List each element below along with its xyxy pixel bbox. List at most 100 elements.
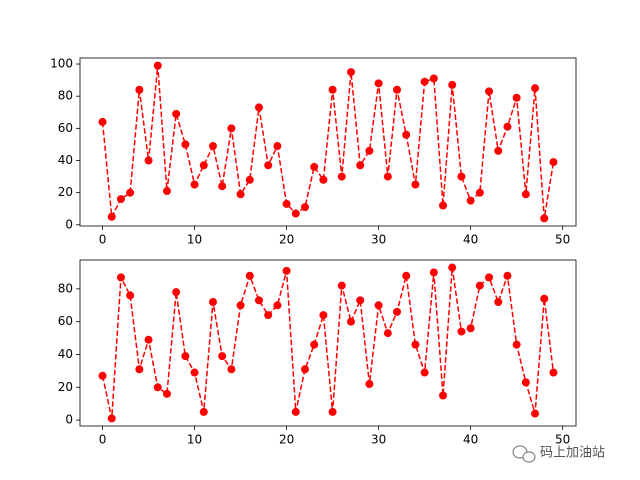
data-point <box>273 301 282 310</box>
data-point <box>227 124 236 133</box>
data-point <box>521 190 530 199</box>
data-point <box>227 365 236 374</box>
data-point <box>236 301 245 310</box>
data-point <box>328 407 337 416</box>
data-point <box>218 352 227 361</box>
data-point <box>411 180 420 189</box>
data-point <box>337 281 346 290</box>
data-point <box>531 84 540 93</box>
y-tick-label: 40 <box>58 347 73 361</box>
data-point <box>374 301 383 310</box>
data-point <box>466 196 475 205</box>
data-point <box>457 327 466 336</box>
data-point <box>402 130 411 139</box>
data-point <box>107 414 116 423</box>
x-tick-label: 10 <box>187 433 202 447</box>
x-tick-label: 30 <box>371 233 386 247</box>
data-point <box>466 324 475 333</box>
data-point <box>531 409 540 418</box>
data-point <box>356 296 365 305</box>
data-point <box>116 273 125 282</box>
data-point <box>549 158 558 167</box>
data-point <box>208 142 217 151</box>
data-point <box>116 195 125 204</box>
data-point <box>420 368 429 377</box>
data-point <box>162 187 171 196</box>
data-point <box>429 74 438 83</box>
data-point <box>365 380 374 389</box>
data-point <box>374 79 383 88</box>
data-point <box>494 297 503 306</box>
data-point <box>540 214 549 223</box>
data-point <box>126 188 135 197</box>
y-tick-label: 60 <box>58 121 73 135</box>
watermark-icon <box>512 445 536 463</box>
data-point <box>208 297 217 306</box>
data-point <box>282 266 291 275</box>
data-point <box>439 391 448 400</box>
data-point <box>503 122 512 131</box>
data-point <box>328 85 337 94</box>
data-point <box>448 263 457 272</box>
x-tick-label: 50 <box>555 233 570 247</box>
data-point <box>291 407 300 416</box>
data-point <box>190 368 199 377</box>
data-point <box>98 371 107 380</box>
data-point <box>181 352 190 361</box>
data-point <box>107 212 116 221</box>
data-line <box>101 267 555 419</box>
x-tick-label: 40 <box>463 433 478 447</box>
data-point <box>172 109 181 118</box>
data-point <box>383 172 392 181</box>
y-tick-label: 60 <box>58 314 73 328</box>
y-tick-label: 0 <box>65 217 73 231</box>
data-point <box>402 271 411 280</box>
y-tick-label: 80 <box>58 89 73 103</box>
data-point <box>291 209 300 218</box>
data-point <box>356 161 365 170</box>
data-point <box>347 68 356 77</box>
data-point <box>172 288 181 297</box>
x-tick-label: 30 <box>371 433 386 447</box>
y-tick-label: 0 <box>65 413 73 427</box>
data-point <box>347 317 356 326</box>
data-point <box>503 271 512 280</box>
data-point <box>162 389 171 398</box>
data-point <box>549 368 558 377</box>
data-point <box>411 340 420 349</box>
data-point <box>236 190 245 199</box>
data-point <box>135 85 144 94</box>
data-point <box>199 407 208 416</box>
y-tick-label: 20 <box>58 380 73 394</box>
data-point <box>144 156 153 165</box>
data-point <box>310 340 319 349</box>
data-point <box>494 146 503 155</box>
data-point <box>429 268 438 277</box>
data-point <box>521 378 530 387</box>
data-point <box>365 146 374 155</box>
axes-frame <box>79 57 577 227</box>
data-point <box>153 61 162 70</box>
data-point <box>310 162 319 171</box>
data-point <box>273 142 282 151</box>
y-tick-label: 40 <box>58 153 73 167</box>
data-point <box>300 203 309 212</box>
data-point <box>485 273 494 282</box>
data-point <box>264 311 273 320</box>
y-tick-label: 20 <box>58 185 73 199</box>
x-tick-label: 0 <box>99 233 107 247</box>
data-point <box>475 188 484 197</box>
data-point <box>254 103 263 112</box>
data-point <box>383 329 392 338</box>
data-point <box>439 201 448 210</box>
axes-frame <box>79 259 577 427</box>
data-point <box>282 199 291 208</box>
data-point <box>218 182 227 191</box>
x-tick-label: 20 <box>279 233 294 247</box>
data-point <box>337 172 346 181</box>
data-point <box>393 85 402 94</box>
data-point <box>393 307 402 316</box>
data-point <box>199 161 208 170</box>
